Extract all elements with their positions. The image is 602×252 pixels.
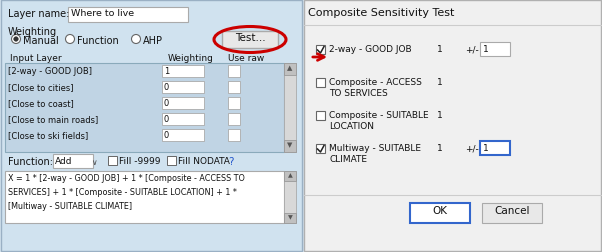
Bar [228,114,240,125]
Bar [228,66,240,78]
Text: 1: 1 [437,45,443,54]
Bar [480,43,510,57]
Text: 1: 1 [437,78,443,87]
Text: +/-: +/- [465,143,479,152]
Bar [480,141,510,155]
Text: Composite - SUITABLE: Composite - SUITABLE [329,111,429,119]
Text: 0: 0 [164,83,169,92]
Text: Manual: Manual [23,36,59,46]
Bar [284,213,296,223]
Bar [108,156,117,165]
Text: ?: ? [228,156,234,166]
Bar [5,171,284,223]
Bar [410,203,470,223]
Text: [Close to cities]: [Close to cities] [8,83,73,92]
Text: [Close to ski fields]: [Close to ski fields] [8,131,88,139]
Bar [1,1,302,251]
Text: Weighting: Weighting [168,54,214,63]
Text: ▼: ▼ [288,214,293,219]
Bar [162,130,204,141]
Bar [167,156,176,165]
Text: Weighting: Weighting [8,27,57,37]
Bar [304,1,601,251]
Text: AHP: AHP [143,36,163,46]
Circle shape [14,38,18,42]
Text: [Close to coast]: [Close to coast] [8,99,74,108]
Bar [162,98,204,110]
Text: Function:: Function: [8,156,53,166]
Text: ▲: ▲ [288,172,293,177]
Text: TO SERVICES: TO SERVICES [329,89,388,98]
Bar [482,203,542,223]
Text: +/-: +/- [465,45,479,54]
Circle shape [11,35,20,44]
Bar [162,66,204,78]
Text: Layer name:: Layer name: [8,9,69,19]
Bar [284,171,296,223]
Text: CLIMATE: CLIMATE [329,154,367,163]
Text: Test...: Test... [235,33,265,43]
Text: Add: Add [55,156,72,165]
Text: 0: 0 [164,99,169,108]
Bar [53,154,93,168]
Text: Cancel: Cancel [494,205,530,215]
Text: SERVICES] + 1 * [Composite - SUITABLE LOCATION] + 1 *: SERVICES] + 1 * [Composite - SUITABLE LO… [8,187,237,196]
Bar [228,82,240,94]
Bar [316,46,325,55]
Text: Composite - ACCESS: Composite - ACCESS [329,78,422,87]
Text: Use raw: Use raw [228,54,264,63]
Bar [284,64,296,76]
Text: 1: 1 [437,143,443,152]
Bar [162,82,204,94]
Bar [284,64,296,152]
Text: ∨: ∨ [91,158,97,166]
Text: 1: 1 [483,143,489,152]
Text: 0: 0 [164,131,169,139]
Text: 1: 1 [164,67,169,76]
Bar [68,8,188,23]
Text: 0: 0 [164,115,169,123]
Text: 2-way - GOOD JOB: 2-way - GOOD JOB [329,45,412,54]
Text: Fill -9999: Fill -9999 [119,156,161,165]
Text: Fill NODATA: Fill NODATA [178,156,230,165]
Text: [2-way - GOOD JOB]: [2-way - GOOD JOB] [8,67,92,76]
Text: Input Layer: Input Layer [10,54,61,63]
Text: Where to live: Where to live [71,9,134,18]
Text: [Multiway - SUITABLE CLIMATE]: [Multiway - SUITABLE CLIMATE] [8,201,132,210]
Bar [222,32,278,49]
Bar [5,64,284,152]
Bar [228,98,240,110]
Bar [316,79,325,88]
Bar [162,114,204,125]
Text: Composite Sensitivity Test: Composite Sensitivity Test [308,8,455,18]
Text: ▲: ▲ [287,65,293,71]
Text: 1: 1 [483,45,489,54]
Text: Function: Function [77,36,119,46]
Bar [284,171,296,181]
Text: LOCATION: LOCATION [329,121,374,131]
Bar [228,130,240,141]
Circle shape [131,35,140,44]
Bar [316,112,325,120]
Bar [284,140,296,152]
Text: X = 1 * [2-way - GOOD JOB] + 1 * [Composite - ACCESS TO: X = 1 * [2-way - GOOD JOB] + 1 * [Compos… [8,173,245,182]
Text: Multiway - SUITABLE: Multiway - SUITABLE [329,143,421,152]
Text: ▼: ▼ [287,141,293,147]
Text: [Close to main roads]: [Close to main roads] [8,115,98,123]
Text: OK: OK [432,205,447,215]
Text: 1: 1 [437,111,443,119]
Bar [316,144,325,153]
Circle shape [66,35,75,44]
